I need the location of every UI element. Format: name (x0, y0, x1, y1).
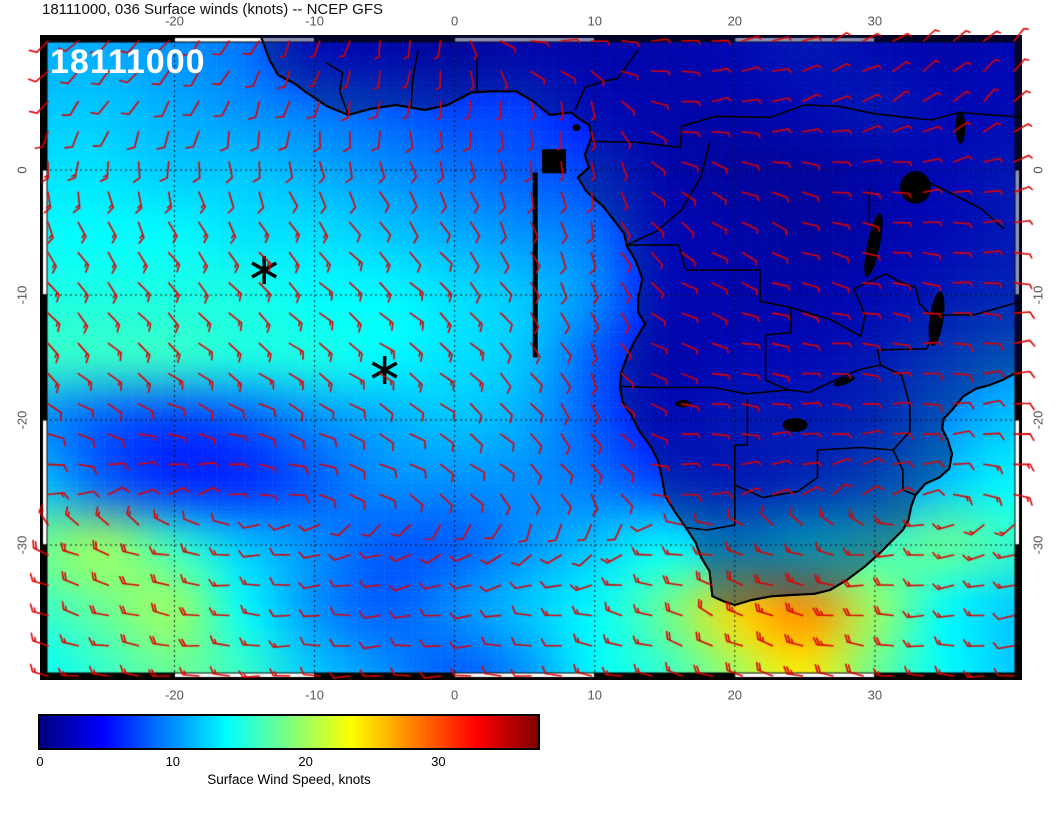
map-plot-area: 18111000 (40, 35, 1022, 680)
colorbar-tick-label: 0 (36, 754, 44, 769)
lat-tick-label-left: -10 (14, 285, 30, 305)
lake (675, 400, 691, 408)
lon-tick-label-top: 0 (451, 13, 459, 29)
figure-title: 18111000, 036 Surface winds (knots) -- N… (42, 1, 383, 18)
colorbar (38, 714, 540, 750)
square-marker (542, 149, 567, 174)
lake (572, 124, 581, 131)
colorbar-tick-label: 10 (165, 754, 181, 769)
colorbar-gradient (38, 714, 540, 750)
colorbar-label: Surface Wind Speed, knots (207, 772, 371, 787)
colorbar-tick-label: 20 (298, 754, 313, 769)
lake (955, 111, 966, 144)
lon-tick-label-bottom: -20 (165, 687, 184, 703)
lat-tick-label-left: -30 (14, 535, 30, 555)
lake (900, 171, 931, 204)
lon-tick-label-bottom: 10 (587, 687, 602, 703)
lat-tick-label-right: 0 (1030, 166, 1046, 174)
lon-tick-label-top: 30 (867, 13, 883, 29)
lat-tick-label-right: -30 (1030, 535, 1046, 555)
lon-tick-label-bottom: 0 (451, 687, 459, 703)
lon-tick-label-top: -20 (165, 13, 184, 29)
lon-tick-label-bottom: 20 (727, 687, 743, 703)
lat-tick-label-right: -20 (1030, 410, 1046, 430)
lon-tick-label-top: 10 (587, 13, 602, 29)
lon-tick-label-bottom: -10 (305, 687, 324, 703)
lat-tick-label-left: -20 (14, 410, 30, 430)
coastline-borders-overlay (251, 35, 1022, 607)
lake (782, 418, 808, 432)
asterisk-marker (251, 256, 278, 284)
lon-tick-label-top: -10 (305, 13, 324, 29)
timestamp-label: 18111000 (50, 43, 206, 81)
lat-tick-label-right: -10 (1030, 285, 1046, 305)
lon-tick-label-bottom: 30 (867, 687, 883, 703)
lat-tick-label-left: 0 (14, 166, 30, 174)
colorbar-tick-label: 30 (431, 754, 446, 769)
asterisk-marker (371, 356, 398, 384)
lon-tick-label-top: 20 (727, 13, 743, 29)
